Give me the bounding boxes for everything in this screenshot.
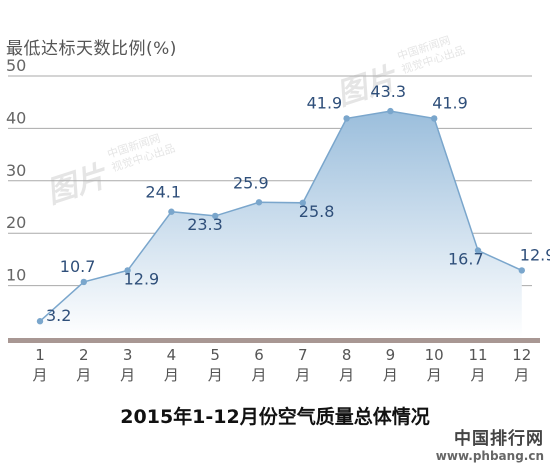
data-point-8 xyxy=(343,115,350,122)
data-point-11 xyxy=(474,247,482,254)
x-tick-unit-1: 月 xyxy=(32,366,47,384)
value-label-1: 3.2 xyxy=(46,306,71,325)
value-label-5: 23.3 xyxy=(187,215,223,234)
data-point-2 xyxy=(80,278,88,286)
x-tick-unit-5: 月 xyxy=(208,366,223,384)
y-tick-label-10: 10 xyxy=(6,266,26,285)
value-label-10: 41.9 xyxy=(432,93,468,112)
x-tick-unit-2: 月 xyxy=(76,366,91,384)
x-tick-number-8: 8 xyxy=(342,346,352,364)
x-tick-unit-3: 月 xyxy=(120,366,135,384)
data-point-12 xyxy=(518,267,525,274)
x-tick-unit-9: 月 xyxy=(383,366,398,384)
data-point-6 xyxy=(255,199,263,206)
site-name: 中国排行网 xyxy=(454,429,544,449)
data-point-9 xyxy=(387,107,394,115)
y-tick-label-30: 30 xyxy=(6,161,26,180)
series-line xyxy=(39,110,523,322)
value-label-12: 12.9 xyxy=(520,245,550,264)
baseline-bar xyxy=(8,338,540,343)
x-tick-number-11: 11 xyxy=(468,346,487,364)
site-watermark: 中国排行网 www.phbang.cn xyxy=(436,424,544,463)
y-tick-label-20: 20 xyxy=(6,213,26,232)
x-tick-unit-11: 月 xyxy=(470,366,485,384)
x-tick-number-7: 7 xyxy=(298,346,308,364)
area-fill xyxy=(40,111,522,338)
value-label-8: 41.9 xyxy=(307,93,343,112)
x-tick-number-1: 1 xyxy=(35,346,45,364)
x-tick-number-6: 6 xyxy=(254,346,264,364)
data-point-1 xyxy=(36,318,44,325)
chart-title: 2015年1-12月份空气质量总体情况 xyxy=(120,406,430,428)
value-label-7: 25.8 xyxy=(299,202,335,221)
site-url: www.phbang.cn xyxy=(435,449,544,463)
value-label-4: 24.1 xyxy=(145,183,181,202)
x-tick-number-9: 9 xyxy=(386,346,396,364)
data-point-10 xyxy=(431,115,438,122)
data-point-7 xyxy=(299,199,306,207)
x-tick-unit-7: 月 xyxy=(295,366,310,384)
x-tick-number-5: 5 xyxy=(210,346,220,364)
x-tick-number-10: 10 xyxy=(425,346,444,364)
value-label-2: 10.7 xyxy=(60,257,96,276)
x-tick-unit-4: 月 xyxy=(164,366,179,384)
value-label-3: 12.9 xyxy=(124,269,160,288)
y-tick-label-40: 40 xyxy=(6,108,26,127)
x-tick-unit-10: 月 xyxy=(427,366,442,384)
value-label-6: 25.9 xyxy=(233,173,269,192)
value-label-11: 16.7 xyxy=(448,249,484,268)
x-tick-number-4: 4 xyxy=(167,346,177,364)
x-tick-number-2: 2 xyxy=(79,346,89,364)
data-point-5 xyxy=(212,212,219,220)
x-tick-unit-6: 月 xyxy=(251,366,266,384)
x-tick-number-12: 12 xyxy=(512,346,531,364)
area-chart: 10 20 30 40 50 3.2 10.7 12.9 24.1 23.3 25.9 25.8 41.… xyxy=(6,56,550,384)
value-label-9: 43.3 xyxy=(370,82,406,101)
x-tick-number-3: 3 xyxy=(123,346,133,364)
x-tick-unit-8: 月 xyxy=(339,366,354,384)
y-axis-label: 最低达标天数比例(%) xyxy=(6,39,177,59)
x-tick-unit-12: 月 xyxy=(514,366,529,384)
y-tick-label-50: 50 xyxy=(6,56,26,75)
data-point-4 xyxy=(168,208,175,215)
data-point-3 xyxy=(124,267,131,274)
